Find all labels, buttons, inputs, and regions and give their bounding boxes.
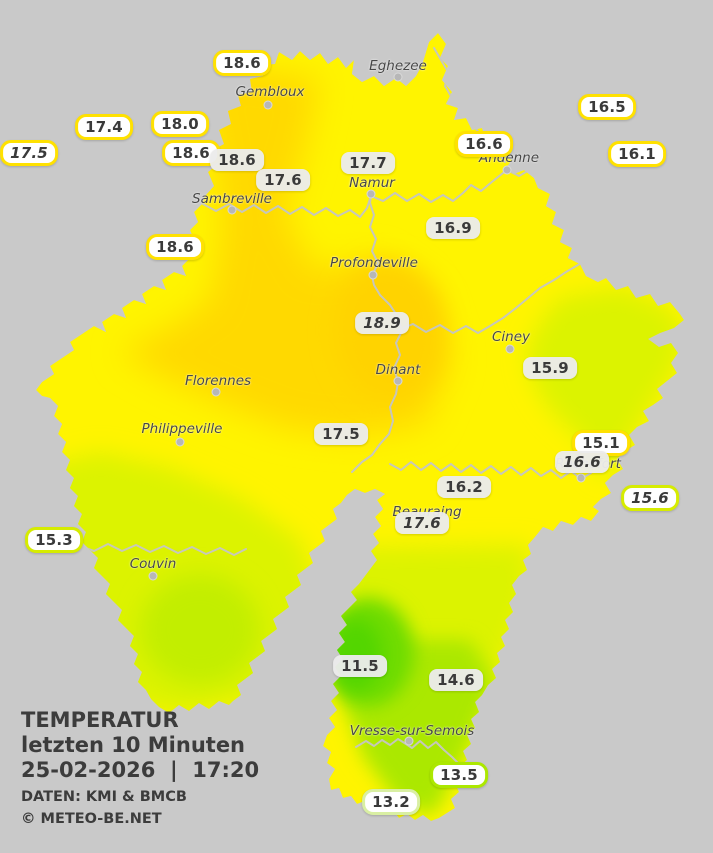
- map-subtitle: letzten 10 Minuten: [21, 733, 246, 757]
- temperature-badge: 11.5: [333, 655, 387, 677]
- temperature-badge: 18.6: [146, 234, 204, 260]
- city-dot: [148, 571, 158, 581]
- temperature-badge: 13.5: [430, 762, 488, 788]
- map-title: TEMPERATUR: [21, 708, 179, 732]
- temperature-badge: 14.6: [429, 669, 483, 691]
- temperature-badge: 16.1: [608, 141, 666, 167]
- city-dot: [505, 344, 515, 354]
- city-label: Gembloux: [235, 84, 305, 100]
- temperature-badge: 18.6: [213, 50, 271, 76]
- temperature-badge: 16.9: [426, 217, 480, 239]
- temperature-badge: 15.6: [621, 485, 679, 511]
- city-dot: [502, 165, 512, 175]
- temperature-badge: 16.2: [437, 476, 491, 498]
- temperature-badge: 16.6: [455, 131, 513, 157]
- city-label: Vresse-sur-Semois: [349, 723, 475, 739]
- data-sources: DATEN: KMI & BMCB: [21, 789, 187, 805]
- river-meuse-east: [370, 168, 554, 203]
- temperature-badge: 17.6: [256, 169, 310, 191]
- city-dot: [175, 437, 185, 447]
- river-lesse: [389, 461, 592, 480]
- city-dot: [368, 270, 378, 280]
- city-dot: [404, 736, 414, 746]
- temperature-badge: 17.7: [341, 152, 395, 174]
- temperature-badge: 16.6: [555, 451, 609, 473]
- river-eau-noire: [79, 543, 247, 556]
- city-label: Eghezee: [369, 58, 427, 74]
- temperature-badge: 18.9: [355, 312, 409, 334]
- temperature-badge: 17.5: [314, 423, 368, 445]
- city-label: Sambreville: [192, 191, 272, 207]
- city-dot: [393, 376, 403, 386]
- temperature-badge: 17.5: [0, 140, 58, 166]
- city-label: Ciney: [491, 329, 531, 345]
- temperature-badge: 18.0: [151, 111, 209, 137]
- temperature-badge: 18.6: [210, 149, 264, 171]
- river-semois: [355, 738, 465, 773]
- temperature-badge: 16.5: [578, 94, 636, 120]
- temperature-badge: 17.6: [395, 512, 449, 534]
- temperature-badge: 17.4: [75, 114, 133, 140]
- city-label: Florennes: [184, 373, 252, 389]
- city-label: Namur: [349, 175, 395, 191]
- city-label: Philippeville: [141, 421, 223, 437]
- city-dot: [263, 100, 273, 110]
- city-dot: [366, 189, 376, 199]
- city-dot: [393, 72, 403, 82]
- city-label: Dinant: [375, 362, 421, 378]
- city-dot: [576, 473, 586, 483]
- title-block: TEMPERATUR letzten 10 Minuten 25-02-2026…: [21, 708, 259, 830]
- temperature-badge: 13.2: [362, 789, 420, 815]
- city-label: Couvin: [129, 556, 177, 572]
- temp-region-green-couvin: [140, 575, 260, 685]
- temp-region-yellowgreen-east: [526, 288, 684, 478]
- city-label: Profondeville: [330, 255, 418, 271]
- copyright: © METEO-BE.NET: [21, 811, 162, 827]
- temperature-badge: 15.9: [523, 357, 577, 379]
- temperature-badge: 15.3: [25, 527, 83, 553]
- city-dot: [211, 387, 221, 397]
- map-datetime: 25-02-2026 | 17:20: [21, 758, 260, 782]
- city-dot: [227, 205, 237, 215]
